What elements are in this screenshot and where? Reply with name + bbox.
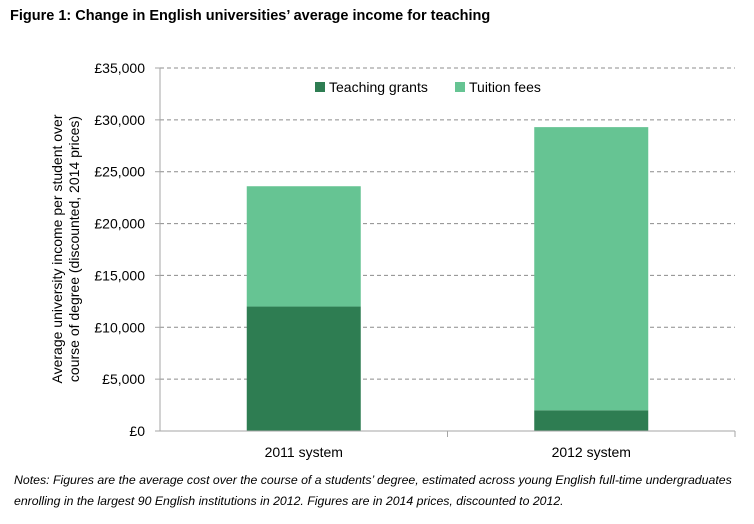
- x-tick-label: 2011 system: [265, 444, 343, 460]
- legend-swatch: [315, 82, 325, 92]
- legend-label: Tuition fees: [469, 79, 541, 95]
- y-axis-label-line: Average university income per student ov…: [49, 114, 65, 383]
- bar-teaching-grants-2: [534, 410, 649, 431]
- y-tick-label: £5,000: [102, 371, 145, 387]
- figure-title: Figure 1: Change in English universities…: [10, 8, 491, 24]
- y-tick-label: £20,000: [94, 216, 145, 232]
- stacked-bar-chart: £0 £5,000 £10,000 £15,000 £20,000 £25,000 £30,…: [49, 60, 736, 460]
- legend-swatch: [455, 82, 465, 92]
- y-axis-label-line: course of degree (discounted, 2014 price…: [66, 116, 82, 382]
- y-axis-label: Average university income per student ov…: [49, 114, 82, 383]
- y-tick-label: £10,000: [94, 319, 145, 335]
- gridlines: [160, 67, 735, 380]
- bar-teaching-grants-1: [246, 306, 361, 431]
- y-tick-label: £35,000: [94, 60, 145, 76]
- legend-label: Teaching grants: [329, 79, 428, 95]
- legend: Teaching grants Tuition fees: [315, 79, 541, 95]
- x-tick-label: 2012 system: [552, 444, 631, 460]
- axes: £0 £5,000 £10,000 £15,000 £20,000 £25,000 £30,…: [94, 60, 736, 460]
- bar-tuition-fees-2: [534, 127, 649, 411]
- figure-notes: Notes: Figures are the average cost over…: [14, 473, 732, 508]
- bars: [246, 127, 649, 431]
- y-tick-label: £30,000: [94, 112, 145, 128]
- y-tick-label: £0: [129, 423, 145, 439]
- y-tick-label: £25,000: [94, 164, 145, 180]
- y-tick-label: £15,000: [94, 267, 145, 283]
- bar-tuition-fees-1: [246, 186, 361, 307]
